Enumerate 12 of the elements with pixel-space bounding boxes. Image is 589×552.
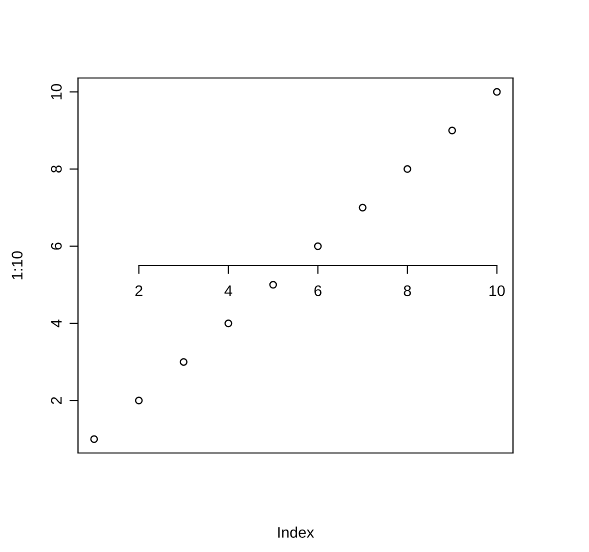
- x-tick-label: 8: [404, 285, 411, 296]
- x-tick-label: 2: [135, 285, 142, 296]
- y-tick-label: 10: [50, 84, 62, 100]
- y-tick-label: 8: [50, 165, 62, 173]
- y-axis-title: 1:10: [12, 251, 23, 280]
- x-tick-label: 4: [224, 286, 232, 296]
- y-tick-label: 4: [51, 320, 62, 328]
- x-tick-label: 6: [314, 285, 322, 296]
- y-tick-label: 2: [50, 397, 62, 404]
- x-axis-title: Index: [278, 526, 314, 538]
- x-tick-label: 10: [490, 285, 505, 296]
- y-tick-label: 6: [50, 242, 62, 250]
